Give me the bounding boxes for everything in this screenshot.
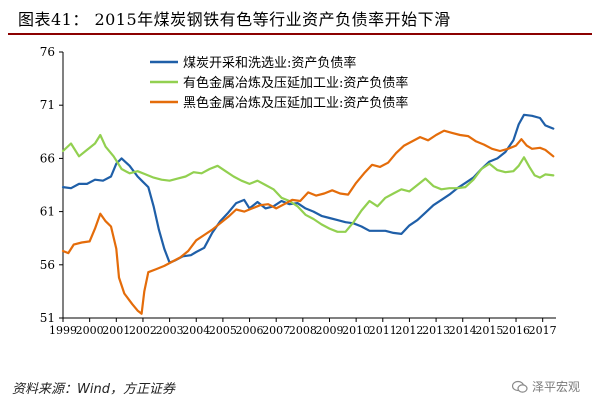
y-tick-label: 66 — [40, 151, 55, 165]
x-tick-label: 2010 — [342, 324, 370, 337]
x-tick-label: 2009 — [315, 324, 343, 337]
x-tick-label: 2005 — [209, 324, 237, 337]
x-tick-label: 2014 — [449, 324, 477, 337]
x-tick-label: 2017 — [529, 324, 557, 337]
x-tick-label: 2003 — [156, 324, 184, 337]
series-line-1 — [61, 113, 555, 264]
x-tick-label: 2013 — [422, 324, 450, 337]
x-tick-label: 2016 — [502, 324, 530, 337]
chart-legend: 煤炭开采和洗选业:资产负债率有色金属冶炼及压延加工业:资产负债率黑色金属冶炼及压… — [150, 55, 408, 111]
series-line-3 — [61, 129, 555, 315]
chart-title: 图表41： 2015年煤炭钢铁有色等行业资产负债率开始下滑 — [18, 10, 451, 29]
line-chart: 51 56 61 66 71 76 1999200020012002200320042005… — [40, 45, 557, 337]
legend-label-3: 黑色金属冶炼及压延加工业:资产负债率 — [183, 95, 408, 111]
source-note: 资料来源：Wind，方正证券 — [12, 382, 175, 397]
y-tick-label: 71 — [40, 98, 55, 112]
y-tick-label: 76 — [40, 45, 55, 59]
x-tick-label: 2000 — [76, 324, 104, 337]
y-tick-label: 56 — [40, 258, 55, 272]
watermark-text: 泽平宏观 — [531, 380, 580, 394]
legend-label-2: 有色金属冶炼及压延加工业:资产负债率 — [183, 75, 408, 91]
x-tick-label: 2008 — [289, 324, 317, 337]
y-tick-label: 51 — [40, 311, 55, 325]
wechat-icon — [511, 380, 528, 393]
legend-label-1: 煤炭开采和洗选业:资产负债率 — [183, 55, 356, 71]
title-divider — [8, 33, 592, 35]
x-tick-label: 2006 — [236, 324, 264, 337]
x-tick-label: 2002 — [129, 324, 157, 337]
x-tick-label: 2012 — [395, 324, 423, 337]
x-tick-label: 2011 — [369, 324, 397, 337]
x-tick-label: 2007 — [262, 324, 290, 337]
x-tick-label: 2004 — [182, 324, 210, 337]
title-bar: 图表41： 2015年煤炭钢铁有色等行业资产负债率开始下滑 — [8, 4, 592, 32]
series-line-2 — [61, 133, 555, 233]
chart-axes: 51 56 61 66 71 76 1999200020012002200320042005… — [40, 45, 557, 337]
watermark: 泽平宏观 — [511, 378, 580, 395]
x-tick-label: 2015 — [475, 324, 503, 337]
x-tick-label: 2001 — [102, 324, 130, 337]
chart-series — [61, 113, 555, 315]
x-tick-label: 1999 — [49, 324, 77, 337]
y-tick-label: 61 — [40, 205, 55, 219]
